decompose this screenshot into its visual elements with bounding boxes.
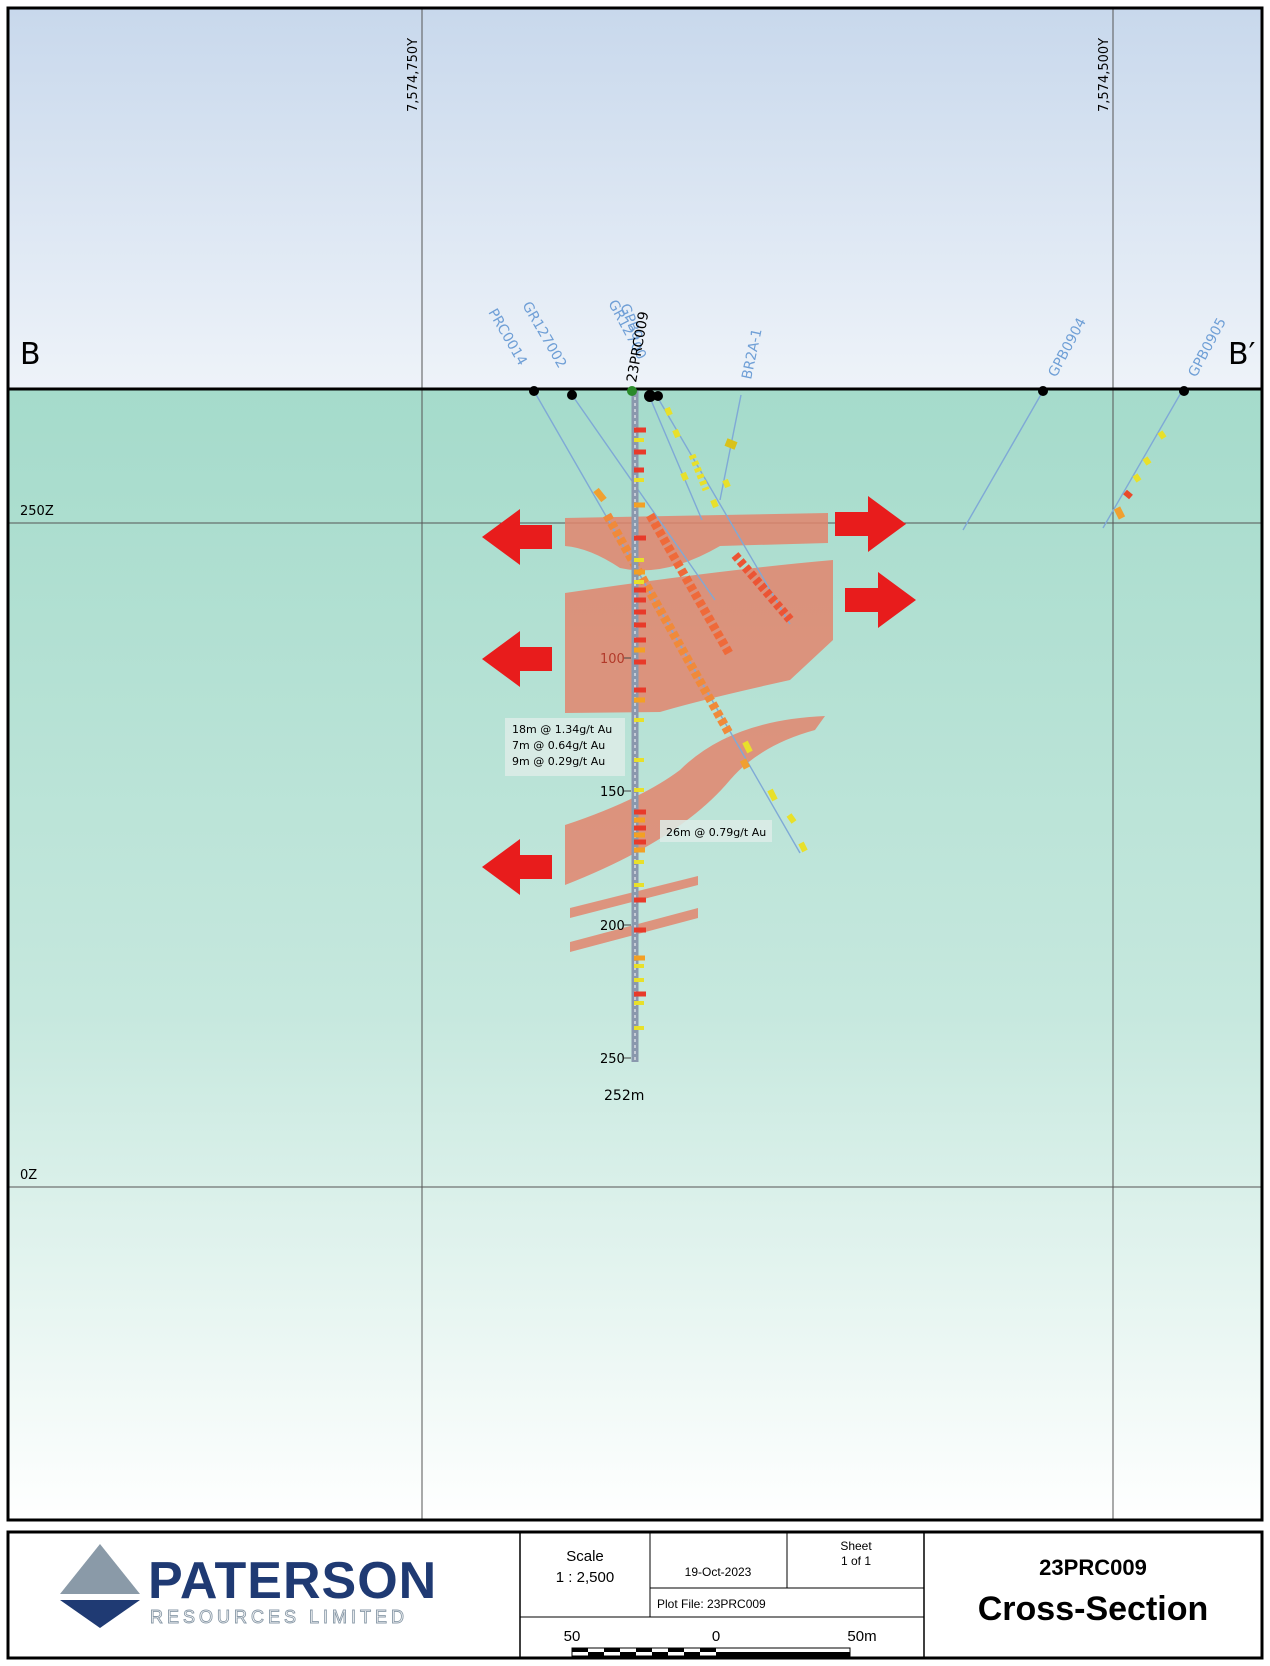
arrow-left-2: [482, 631, 552, 687]
logo-chevron-icon: [60, 1600, 140, 1628]
arrow-left-3: [482, 839, 552, 895]
title-hole-id: 23PRC009: [1039, 1555, 1147, 1580]
interval-run-1: [603, 512, 734, 738]
depth-label-150: 150: [600, 785, 625, 800]
scalebar-label-zero: 0: [712, 1628, 720, 1645]
trace-gr12700: [647, 392, 703, 521]
elevation-label-250: 250Z: [20, 504, 54, 519]
arrow-right-1: [835, 496, 906, 552]
intercept-1-line-1: 18m @ 1.34g/t Au: [512, 723, 612, 736]
assay-intervals: [593, 406, 1167, 853]
depth-label-100: 100: [600, 652, 625, 667]
section-label-right: B′: [1228, 337, 1256, 372]
intercept-1-line-3: 9m @ 0.29g/t Au: [512, 755, 605, 768]
sky-area: [8, 8, 1262, 389]
collar-gr12700: [644, 390, 656, 402]
intercept-2-text: 26m @ 0.79g/t Au: [666, 826, 766, 839]
sheet-value: 1 of 1: [841, 1554, 871, 1568]
trace-gpb0904: [962, 390, 1044, 531]
scale-value: 1 : 2,500: [556, 1569, 614, 1586]
company-subtitle: RESOURCES LIMITED: [150, 1607, 408, 1627]
company-name: PATERSON: [148, 1552, 437, 1610]
collars: [529, 386, 1189, 402]
interval-run-4: [688, 453, 710, 492]
northing-label-1: 7,574,750Y: [406, 38, 421, 112]
lode-3: [565, 716, 825, 885]
scalebar-label-left: 50: [564, 1628, 581, 1645]
trace-gpb0905: [1102, 390, 1183, 529]
end-depth-label: 252m: [604, 1088, 644, 1104]
arrow-left-1: [482, 509, 552, 565]
collar-gpb0905: [1179, 386, 1189, 396]
arrow-right-2: [845, 572, 916, 628]
elevation-label-0: 0Z: [20, 1168, 37, 1183]
plot-file: Plot File: 23PRC009: [657, 1597, 766, 1611]
collar-gpb0904: [1038, 386, 1048, 396]
collar-gr127002: [567, 390, 577, 400]
plot-date: 19-Oct-2023: [685, 1565, 752, 1579]
sheet-label: Sheet: [840, 1539, 872, 1553]
intercept-1-line-2: 7m @ 0.64g/t Au: [512, 739, 605, 752]
direction-arrows: [482, 496, 916, 895]
trace-gr127002: [571, 394, 716, 601]
map-border: [6, 6, 1264, 1522]
depth-label-200: 200: [600, 919, 625, 934]
logo-triangle-icon: [60, 1544, 140, 1594]
collar-23prc009: [627, 386, 637, 396]
company-logo: PATERSON RESOURCES LIMITED: [60, 1544, 437, 1628]
northing-label-2: 7,574,500Y: [1097, 38, 1112, 112]
scale-label: Scale: [566, 1548, 604, 1565]
scale-bar: 50 0 50m: [564, 1628, 877, 1657]
title-main: Cross-Section: [978, 1590, 1209, 1628]
depth-label-250: 250: [600, 1052, 625, 1067]
interval-run-3: [731, 552, 796, 625]
intercept-box-1: 18m @ 1.34g/t Au 7m @ 0.64g/t Au 9m @ 0.…: [505, 718, 625, 776]
scalebar-label-right: 50m: [847, 1628, 876, 1645]
collar-prc0014: [529, 386, 539, 396]
title-block: PATERSON RESOURCES LIMITED Scale 1 : 2,5…: [6, 1530, 1264, 1660]
main-drillhole: 100 150 200 250 252m: [600, 391, 646, 1104]
collar-gpb0: [653, 391, 663, 401]
intercept-box-2: 26m @ 0.79g/t Au: [660, 820, 772, 842]
section-label-left: B: [20, 337, 41, 372]
